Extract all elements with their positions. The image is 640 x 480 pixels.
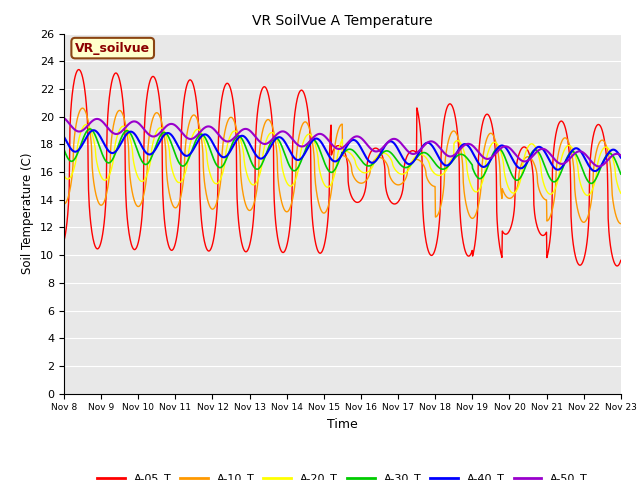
A-50_T [377,146,385,152]
Y-axis label: Soil Temperature (C): Soil Temperature (C) [22,153,35,275]
A-20_T [83,122,90,128]
A-20_T [297,150,305,156]
A-30_T [126,130,134,136]
A-05_T [308,213,316,219]
A-30_T [588,180,595,186]
A-10_T [104,186,111,192]
A-40_T [308,138,316,144]
A-50_T [103,124,111,130]
A-50_T [595,164,603,169]
A-20_T [60,172,68,178]
A-20_T [104,176,111,181]
X-axis label: Time: Time [327,418,358,431]
A-30_T [60,146,68,152]
Text: VR_soilvue: VR_soilvue [75,42,150,55]
A-40_T [90,127,97,133]
A-20_T [126,135,134,141]
A-50_T [617,153,625,158]
A-20_T [308,134,316,140]
A-30_T [378,151,385,157]
Legend: A-05_T, A-10_T, A-20_T, A-30_T, A-40_T, A-50_T: A-05_T, A-10_T, A-20_T, A-30_T, A-40_T, … [92,469,593,480]
A-40_T [126,129,134,134]
A-50_T [296,144,304,149]
A-50_T [308,136,316,142]
A-20_T [617,191,625,196]
A-05_T [60,238,68,244]
A-10_T [297,127,305,132]
Line: A-30_T: A-30_T [64,129,621,183]
A-05_T [318,249,326,254]
Title: VR SoilVue A Temperature: VR SoilVue A Temperature [252,14,433,28]
Line: A-10_T: A-10_T [64,108,621,224]
A-05_T [617,257,625,263]
A-40_T [297,156,305,162]
A-30_T [297,159,305,165]
A-50_T [318,132,326,137]
A-40_T [378,149,385,155]
A-30_T [318,154,326,159]
A-30_T [104,160,111,166]
A-20_T [584,192,591,198]
A-05_T [297,88,305,94]
Line: A-05_T: A-05_T [64,70,621,266]
A-50_T [126,120,134,126]
A-10_T [308,137,316,143]
A-10_T [318,209,326,215]
A-20_T [378,150,385,156]
Line: A-40_T: A-40_T [64,130,621,171]
A-10_T [126,175,134,180]
A-20_T [318,177,326,182]
A-05_T [613,263,621,269]
A-40_T [318,141,326,146]
A-40_T [60,134,68,140]
A-05_T [126,237,134,242]
A-10_T [378,155,385,161]
A-40_T [591,168,598,174]
A-05_T [75,67,83,72]
A-05_T [104,119,111,124]
Line: A-20_T: A-20_T [64,125,621,195]
A-10_T [79,105,86,111]
A-30_T [617,171,625,177]
A-10_T [617,221,625,227]
A-50_T [60,115,68,121]
A-10_T [60,201,68,207]
A-05_T [378,151,385,156]
A-30_T [86,126,94,132]
A-40_T [104,146,111,152]
A-40_T [617,155,625,160]
A-30_T [308,137,316,143]
Line: A-50_T: A-50_T [64,118,621,167]
